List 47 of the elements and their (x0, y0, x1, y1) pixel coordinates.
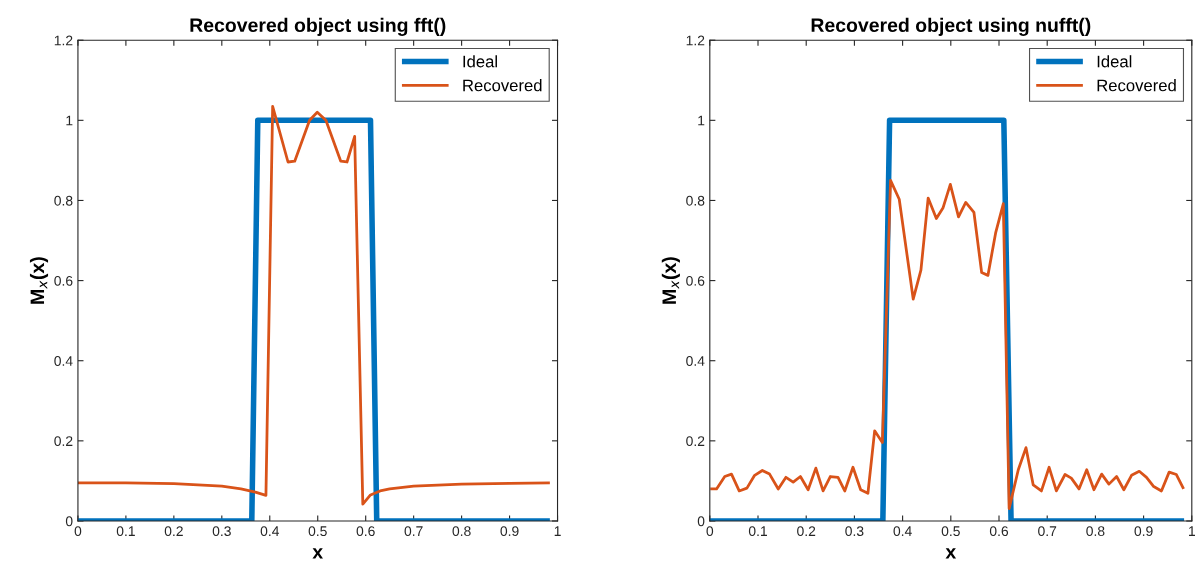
x-tick-label: 0.4 (260, 526, 280, 537)
chart-title: Recovered object using nufft() (811, 17, 1091, 36)
y-tick-label: 1.2 (54, 35, 73, 46)
x-tick-label: 0.1 (748, 526, 767, 537)
x-tick-label: 0.7 (1038, 526, 1057, 537)
y-tick-label: 0.6 (54, 275, 73, 286)
y-tick-label: 0.6 (686, 275, 705, 286)
y-axis-title: M$_{x}$(x) (661, 257, 680, 304)
line-series (709, 179, 1185, 510)
legend-label: Ideal (1097, 55, 1132, 68)
y-tick-label: 1.2 (686, 35, 705, 46)
y-tick-label: 0 (65, 516, 73, 527)
x-tick-label: 1 (1189, 526, 1195, 536)
x-tick-label: 0.9 (500, 526, 519, 537)
x-tick-label: 0.9 (1134, 526, 1153, 537)
x-tick-label: 0.7 (404, 526, 423, 537)
x-tick-label: 0.8 (452, 526, 471, 537)
legend-label: Recovered (463, 79, 542, 92)
y-tick-label: 0.4 (686, 356, 705, 366)
x-axis-title: x (312, 548, 323, 559)
x-tick-label: 0.8 (1086, 526, 1105, 537)
y-axis-title: M$_{x}$(x) (29, 257, 49, 304)
y-tick-label: 0 (697, 516, 705, 527)
legend-label: Recovered (1097, 79, 1176, 92)
y-tick-label: 1 (698, 115, 705, 126)
legend-label: Ideal (463, 55, 497, 68)
x-tick-label: 0 (74, 526, 82, 537)
chart-title: Recovered object using fft() (190, 17, 446, 36)
x-tick-label: 0.1 (116, 526, 135, 537)
x-axis-title: x (945, 548, 957, 559)
y-tick-label: 0.2 (686, 436, 705, 447)
x-tick-label: 0.3 (212, 526, 231, 537)
x-tick-label: 0.4 (893, 526, 912, 537)
y-tick-label: 0.8 (54, 195, 73, 206)
x-tick-label: 0.2 (164, 526, 183, 537)
x-tick-label: 0 (706, 526, 714, 537)
x-tick-label: 0.5 (308, 526, 327, 537)
x-tick-label: 0.5 (941, 526, 960, 537)
x-tick-label: 0.6 (989, 526, 1009, 537)
x-tick-label: 0.6 (356, 526, 375, 537)
y-tick-label: 0.4 (54, 356, 73, 366)
y-tick-label: 0.2 (54, 436, 73, 447)
y-tick-label: 1 (66, 115, 73, 126)
x-tick-label: 0.2 (797, 526, 816, 537)
x-tick-label: 1 (554, 526, 561, 536)
y-tick-label: 0.8 (686, 195, 705, 206)
x-tick-label: 0.3 (845, 526, 864, 537)
